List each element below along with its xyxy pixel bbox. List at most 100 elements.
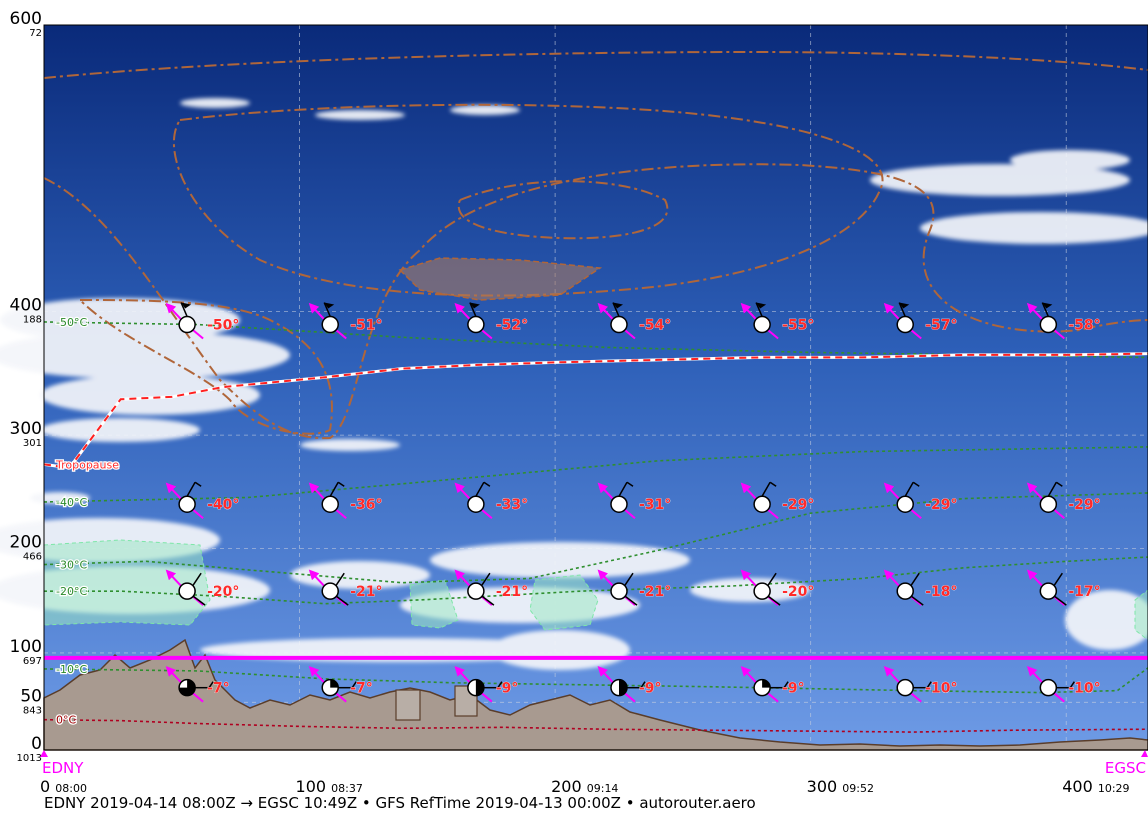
station-circle	[178, 582, 196, 600]
temperature-label: -29°	[1068, 497, 1100, 513]
isotherm-label: -50°C	[56, 316, 87, 329]
temperature-label: -10°	[925, 681, 957, 697]
temperature-label: -18°	[925, 584, 957, 600]
tropopause-label: Tropopause	[55, 458, 119, 471]
station-circle	[753, 495, 771, 513]
wind-barb-staff	[481, 595, 495, 606]
cloud-cover-fill	[619, 679, 627, 696]
y-tick-pressure: 301	[23, 438, 42, 449]
y-tick-label: 400	[10, 296, 42, 316]
x-tick-time: 10:29	[1098, 782, 1130, 795]
y-tick-pressure: 1013	[17, 753, 42, 764]
y-tick-label: 300	[10, 419, 42, 439]
wind-barb-feather	[624, 572, 634, 586]
temperature-label: -29°	[782, 497, 814, 513]
station-circle	[321, 495, 339, 513]
station-circle	[896, 495, 914, 513]
wind-barb-feather	[351, 681, 357, 689]
temperature-label: -31°	[639, 497, 671, 513]
wind-barb-feather	[1055, 481, 1063, 487]
temperature-label: -51°	[350, 318, 382, 334]
y-tick-pressure: 72	[29, 28, 42, 39]
isotherm-line	[43, 718, 1148, 733]
wind-barb-feather	[767, 572, 777, 586]
isotherm-label: -20°C	[56, 585, 87, 598]
y-tick-label: 600	[10, 9, 42, 29]
x-tick-label: 200 09:14	[551, 777, 618, 796]
station-circle	[610, 495, 628, 513]
temperature-label: -36°	[350, 497, 382, 513]
wind-barb-feather	[497, 681, 503, 689]
wind-barb-feather	[335, 572, 345, 586]
wind-barb-staff	[618, 481, 628, 497]
x-tick-time: 08:00	[55, 782, 87, 795]
y-tick-label: 50	[20, 686, 42, 706]
temperature-label: -33°	[496, 497, 528, 513]
wind-barb-feather	[483, 481, 491, 487]
wind-barb-feather	[783, 681, 789, 689]
wind-barb-staff	[1041, 302, 1050, 317]
wind-barb-feather	[640, 681, 646, 689]
temperature-label: -57°	[925, 318, 957, 334]
wind-barb-feather	[769, 481, 777, 487]
temperature-labels: -50° -51° -52° -54° -55° -57° -58° -40° -36° -33°…	[207, 317, 1101, 697]
station-circle	[321, 315, 339, 334]
wind-barb-pennant	[899, 302, 910, 309]
wind-barb-staff	[335, 595, 349, 606]
y-tick-pressure: 466	[23, 551, 42, 562]
wind-barb-staff	[180, 302, 188, 317]
temperature-label: -55°	[782, 318, 814, 334]
wind-barb-staff	[624, 595, 638, 606]
wind-barb-staff	[612, 302, 620, 317]
wind-barb-feather	[192, 572, 202, 586]
station-circle	[467, 495, 485, 513]
temperature-label: -50°	[207, 318, 239, 334]
wind-barb-pennant	[181, 302, 192, 309]
x-tick-label: 300 09:52	[807, 777, 874, 796]
tropopause-line: Tropopause	[43, 352, 1148, 473]
temperature-label: -20°	[782, 584, 814, 600]
wind-barb-pennant	[1042, 302, 1053, 309]
wind-barb-staff	[904, 481, 914, 497]
cloud-cover-fill	[330, 679, 339, 688]
temperature-label: -58°	[1068, 318, 1100, 334]
y-tick-pressure: 697	[23, 656, 42, 667]
wind-barbs	[165, 302, 1075, 703]
isotherm-line	[43, 667, 1148, 694]
station-circle	[610, 582, 628, 600]
temperature-label: -10°	[1068, 681, 1100, 697]
cloud-cover-fill	[179, 679, 196, 696]
x-tick-time: 09:14	[587, 782, 619, 795]
temperature-label: -21°	[639, 584, 671, 600]
wind-barb-feather	[1069, 681, 1075, 689]
temperature-label: -9°	[639, 681, 662, 697]
wind-barb-staff	[910, 595, 924, 606]
isotherm-label: -10°C	[56, 663, 87, 676]
wind-barb-staff	[329, 481, 339, 497]
y-tick-label: 200	[10, 532, 42, 552]
station-circle	[1039, 582, 1058, 600]
jet-core-area	[398, 257, 603, 301]
temperature-label: -21°	[350, 584, 382, 600]
cloud-cover-fill	[475, 679, 484, 696]
wind-barb-pennant	[469, 302, 480, 309]
wind-barb-feather	[208, 681, 214, 689]
station-circle	[753, 315, 771, 334]
wind-barb-feather	[1053, 572, 1063, 586]
isotherm-label: 0°C	[56, 714, 76, 727]
isotherm-line	[43, 446, 1148, 503]
isotherm-label: -40°C	[56, 496, 87, 509]
y-tick-label: 100	[10, 637, 42, 657]
wind-barb-staff	[323, 302, 331, 317]
wind-barb-feather	[910, 572, 920, 586]
wind-barb-feather	[194, 481, 202, 487]
wind-barb-pennant	[613, 302, 623, 309]
station-circle	[467, 582, 485, 600]
station-circle	[896, 582, 914, 600]
y-tick-pressure: 188	[23, 315, 42, 326]
temperature-label: -52°	[496, 318, 528, 334]
station-circle	[896, 678, 914, 697]
station-circle	[1039, 678, 1058, 697]
